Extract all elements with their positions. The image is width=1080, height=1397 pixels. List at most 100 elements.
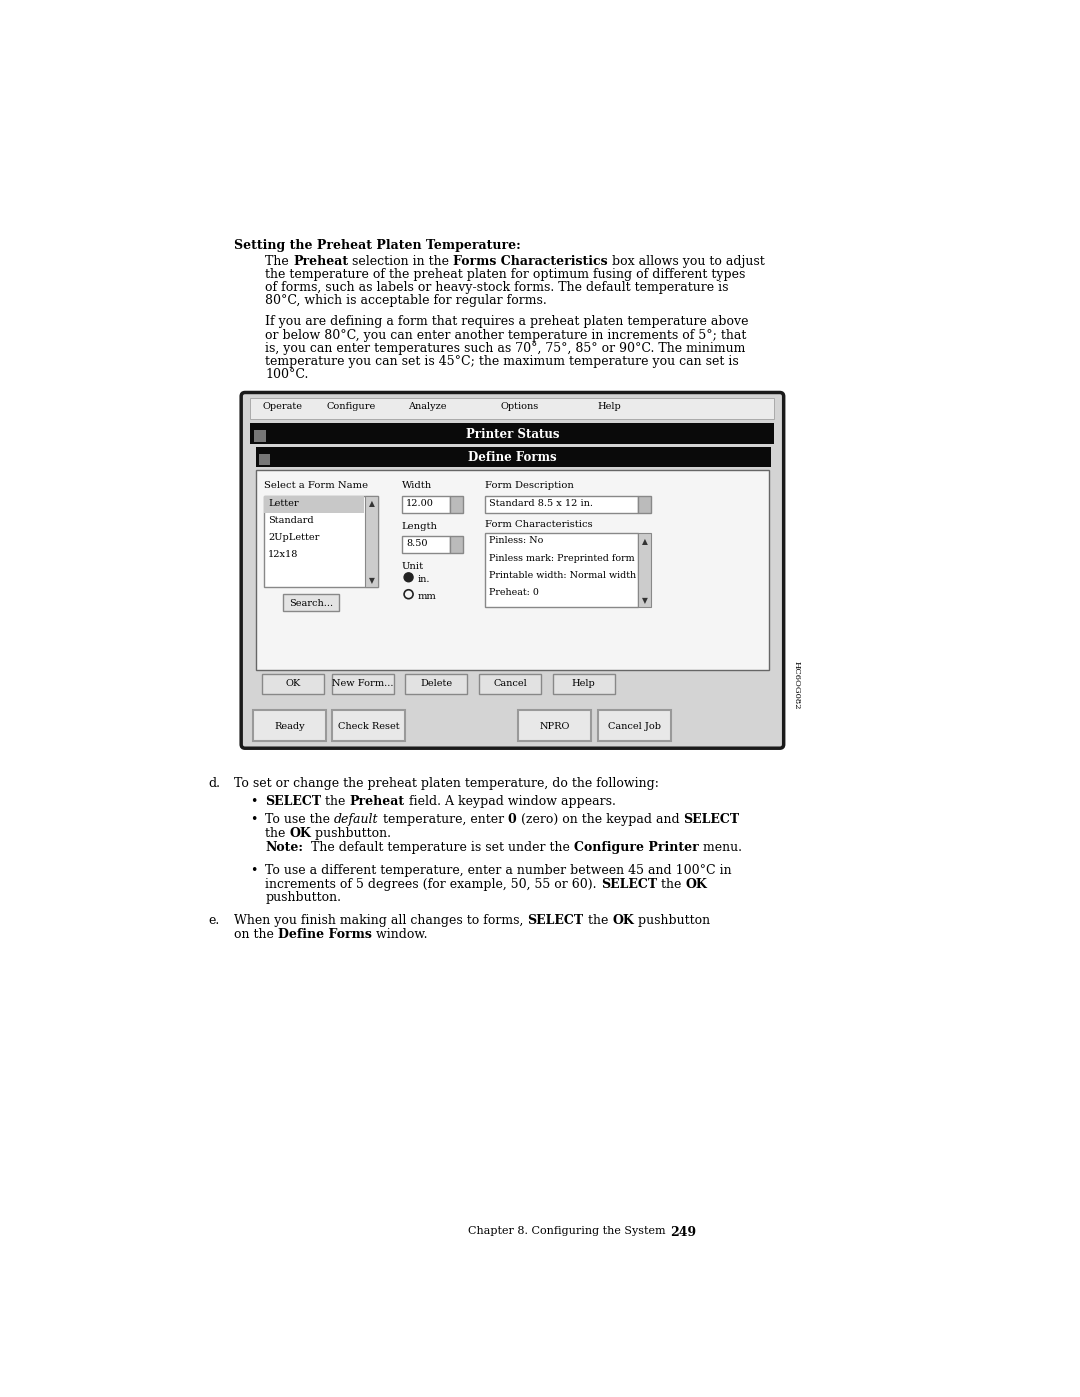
Text: Form Characteristics: Form Characteristics: [485, 520, 592, 529]
Text: in.: in.: [417, 576, 430, 584]
Bar: [251, 422, 774, 444]
Text: selection in the: selection in the: [348, 254, 454, 268]
Text: Options: Options: [501, 402, 539, 411]
Text: ▲: ▲: [369, 499, 375, 509]
Text: If you are defining a form that requires a preheat platen temperature above: If you are defining a form that requires…: [266, 316, 748, 328]
Bar: [480, 673, 541, 693]
Text: OK: OK: [289, 827, 311, 840]
Text: default: default: [334, 813, 379, 827]
Text: The default temperature is set under the: The default temperature is set under the: [303, 841, 575, 854]
Bar: [449, 496, 463, 513]
Text: 100°C.: 100°C.: [266, 369, 309, 381]
Text: box allows you to adjust: box allows you to adjust: [608, 254, 765, 268]
Bar: [405, 673, 468, 693]
Text: SELECT: SELECT: [684, 813, 740, 827]
Text: Delete: Delete: [420, 679, 453, 689]
Bar: [332, 673, 394, 693]
Bar: [253, 711, 326, 742]
FancyBboxPatch shape: [241, 393, 784, 749]
Text: •: •: [249, 813, 257, 827]
Text: d.: d.: [208, 777, 220, 789]
Text: NPRO: NPRO: [540, 722, 570, 731]
Bar: [402, 496, 449, 513]
Text: Printable width: Normal width: Printable width: Normal width: [489, 571, 636, 580]
Text: (zero) on the keypad and: (zero) on the keypad and: [516, 813, 684, 827]
Bar: [517, 711, 592, 742]
Text: SELECT: SELECT: [527, 914, 583, 928]
Text: Unit: Unit: [402, 562, 423, 571]
Text: the temperature of the preheat platen for optimum fusing of different types: the temperature of the preheat platen fo…: [266, 268, 745, 281]
Text: Preheat: Preheat: [350, 795, 405, 807]
Text: •: •: [249, 863, 257, 877]
Bar: [251, 398, 774, 419]
Text: Define Forms: Define Forms: [278, 928, 372, 942]
Bar: [485, 534, 638, 606]
Bar: [638, 496, 651, 513]
Bar: [256, 471, 769, 671]
Text: Check Reset: Check Reset: [338, 722, 400, 731]
Text: Standard 8.5 x 12 in.: Standard 8.5 x 12 in.: [489, 499, 593, 507]
Text: Forms Characteristics: Forms Characteristics: [454, 254, 608, 268]
Text: the: the: [583, 914, 612, 928]
Bar: [332, 711, 405, 742]
Text: Cancel: Cancel: [494, 679, 527, 689]
Text: ▲: ▲: [642, 536, 648, 546]
Text: e.: e.: [208, 914, 220, 928]
Text: Configure Printer: Configure Printer: [575, 841, 699, 854]
Text: pushbutton.: pushbutton.: [266, 891, 341, 904]
Text: on the: on the: [234, 928, 278, 942]
Text: Help: Help: [597, 402, 621, 411]
Text: When you finish making all changes to forms,: When you finish making all changes to fo…: [234, 914, 527, 928]
Text: field. A keypad window appears.: field. A keypad window appears.: [405, 795, 616, 807]
Bar: [449, 535, 463, 553]
Circle shape: [404, 573, 413, 581]
Bar: [256, 447, 771, 467]
Text: Define Forms: Define Forms: [468, 451, 556, 464]
Text: ▼: ▼: [369, 576, 375, 585]
Text: Preheat: Preheat: [293, 254, 348, 268]
Text: OK: OK: [612, 914, 634, 928]
Text: Cancel Job: Cancel Job: [608, 722, 661, 731]
Bar: [638, 534, 651, 606]
Text: temperature you can set is 45°C; the maximum temperature you can set is: temperature you can set is 45°C; the max…: [266, 355, 739, 367]
Bar: [262, 673, 324, 693]
Text: To use the: To use the: [266, 813, 334, 827]
Text: Note:: Note:: [266, 841, 303, 854]
Text: is, you can enter temperatures such as 70°, 75°, 85° or 90°C. The minimum: is, you can enter temperatures such as 7…: [266, 342, 745, 355]
Text: menu.: menu.: [699, 841, 742, 854]
Text: Pinless: No: Pinless: No: [489, 536, 543, 545]
Bar: [255, 430, 266, 441]
Bar: [265, 496, 364, 513]
Text: Chapter 8. Configuring the System: Chapter 8. Configuring the System: [469, 1227, 666, 1236]
Text: 12x18: 12x18: [268, 549, 299, 559]
Text: To set or change the preheat platen temperature, do the following:: To set or change the preheat platen temp…: [234, 777, 659, 789]
Text: SELECT: SELECT: [600, 877, 657, 890]
Text: OK: OK: [685, 877, 707, 890]
Text: the: the: [266, 827, 289, 840]
Text: Configure: Configure: [326, 402, 376, 411]
Bar: [365, 496, 378, 587]
Text: increments of 5 degrees (for example, 50, 55 or 60).: increments of 5 degrees (for example, 50…: [266, 877, 600, 890]
Text: The: The: [266, 254, 293, 268]
Text: Width: Width: [402, 481, 432, 490]
Text: Standard: Standard: [268, 515, 314, 525]
Text: mm: mm: [417, 592, 436, 601]
Bar: [553, 673, 615, 693]
Text: Pinless mark: Preprinted form: Pinless mark: Preprinted form: [489, 553, 635, 563]
Text: New Form...: New Form...: [333, 679, 393, 689]
Bar: [402, 535, 449, 553]
Text: Form Description: Form Description: [485, 481, 573, 490]
Text: SELECT: SELECT: [266, 795, 322, 807]
Text: 8.50: 8.50: [406, 539, 428, 548]
Text: the: the: [322, 795, 350, 807]
Bar: [259, 454, 270, 465]
Text: •: •: [249, 795, 257, 807]
Text: Length: Length: [402, 522, 437, 531]
Text: Printer Status: Printer Status: [465, 427, 559, 440]
Text: Analyze: Analyze: [408, 402, 446, 411]
Text: Ready: Ready: [274, 722, 305, 731]
Text: the: the: [657, 877, 685, 890]
Text: Preheat: 0: Preheat: 0: [489, 588, 539, 598]
Text: of forms, such as labels or heavy-stock forms. The default temperature is: of forms, such as labels or heavy-stock …: [266, 281, 729, 295]
Text: pushbutton: pushbutton: [634, 914, 710, 928]
